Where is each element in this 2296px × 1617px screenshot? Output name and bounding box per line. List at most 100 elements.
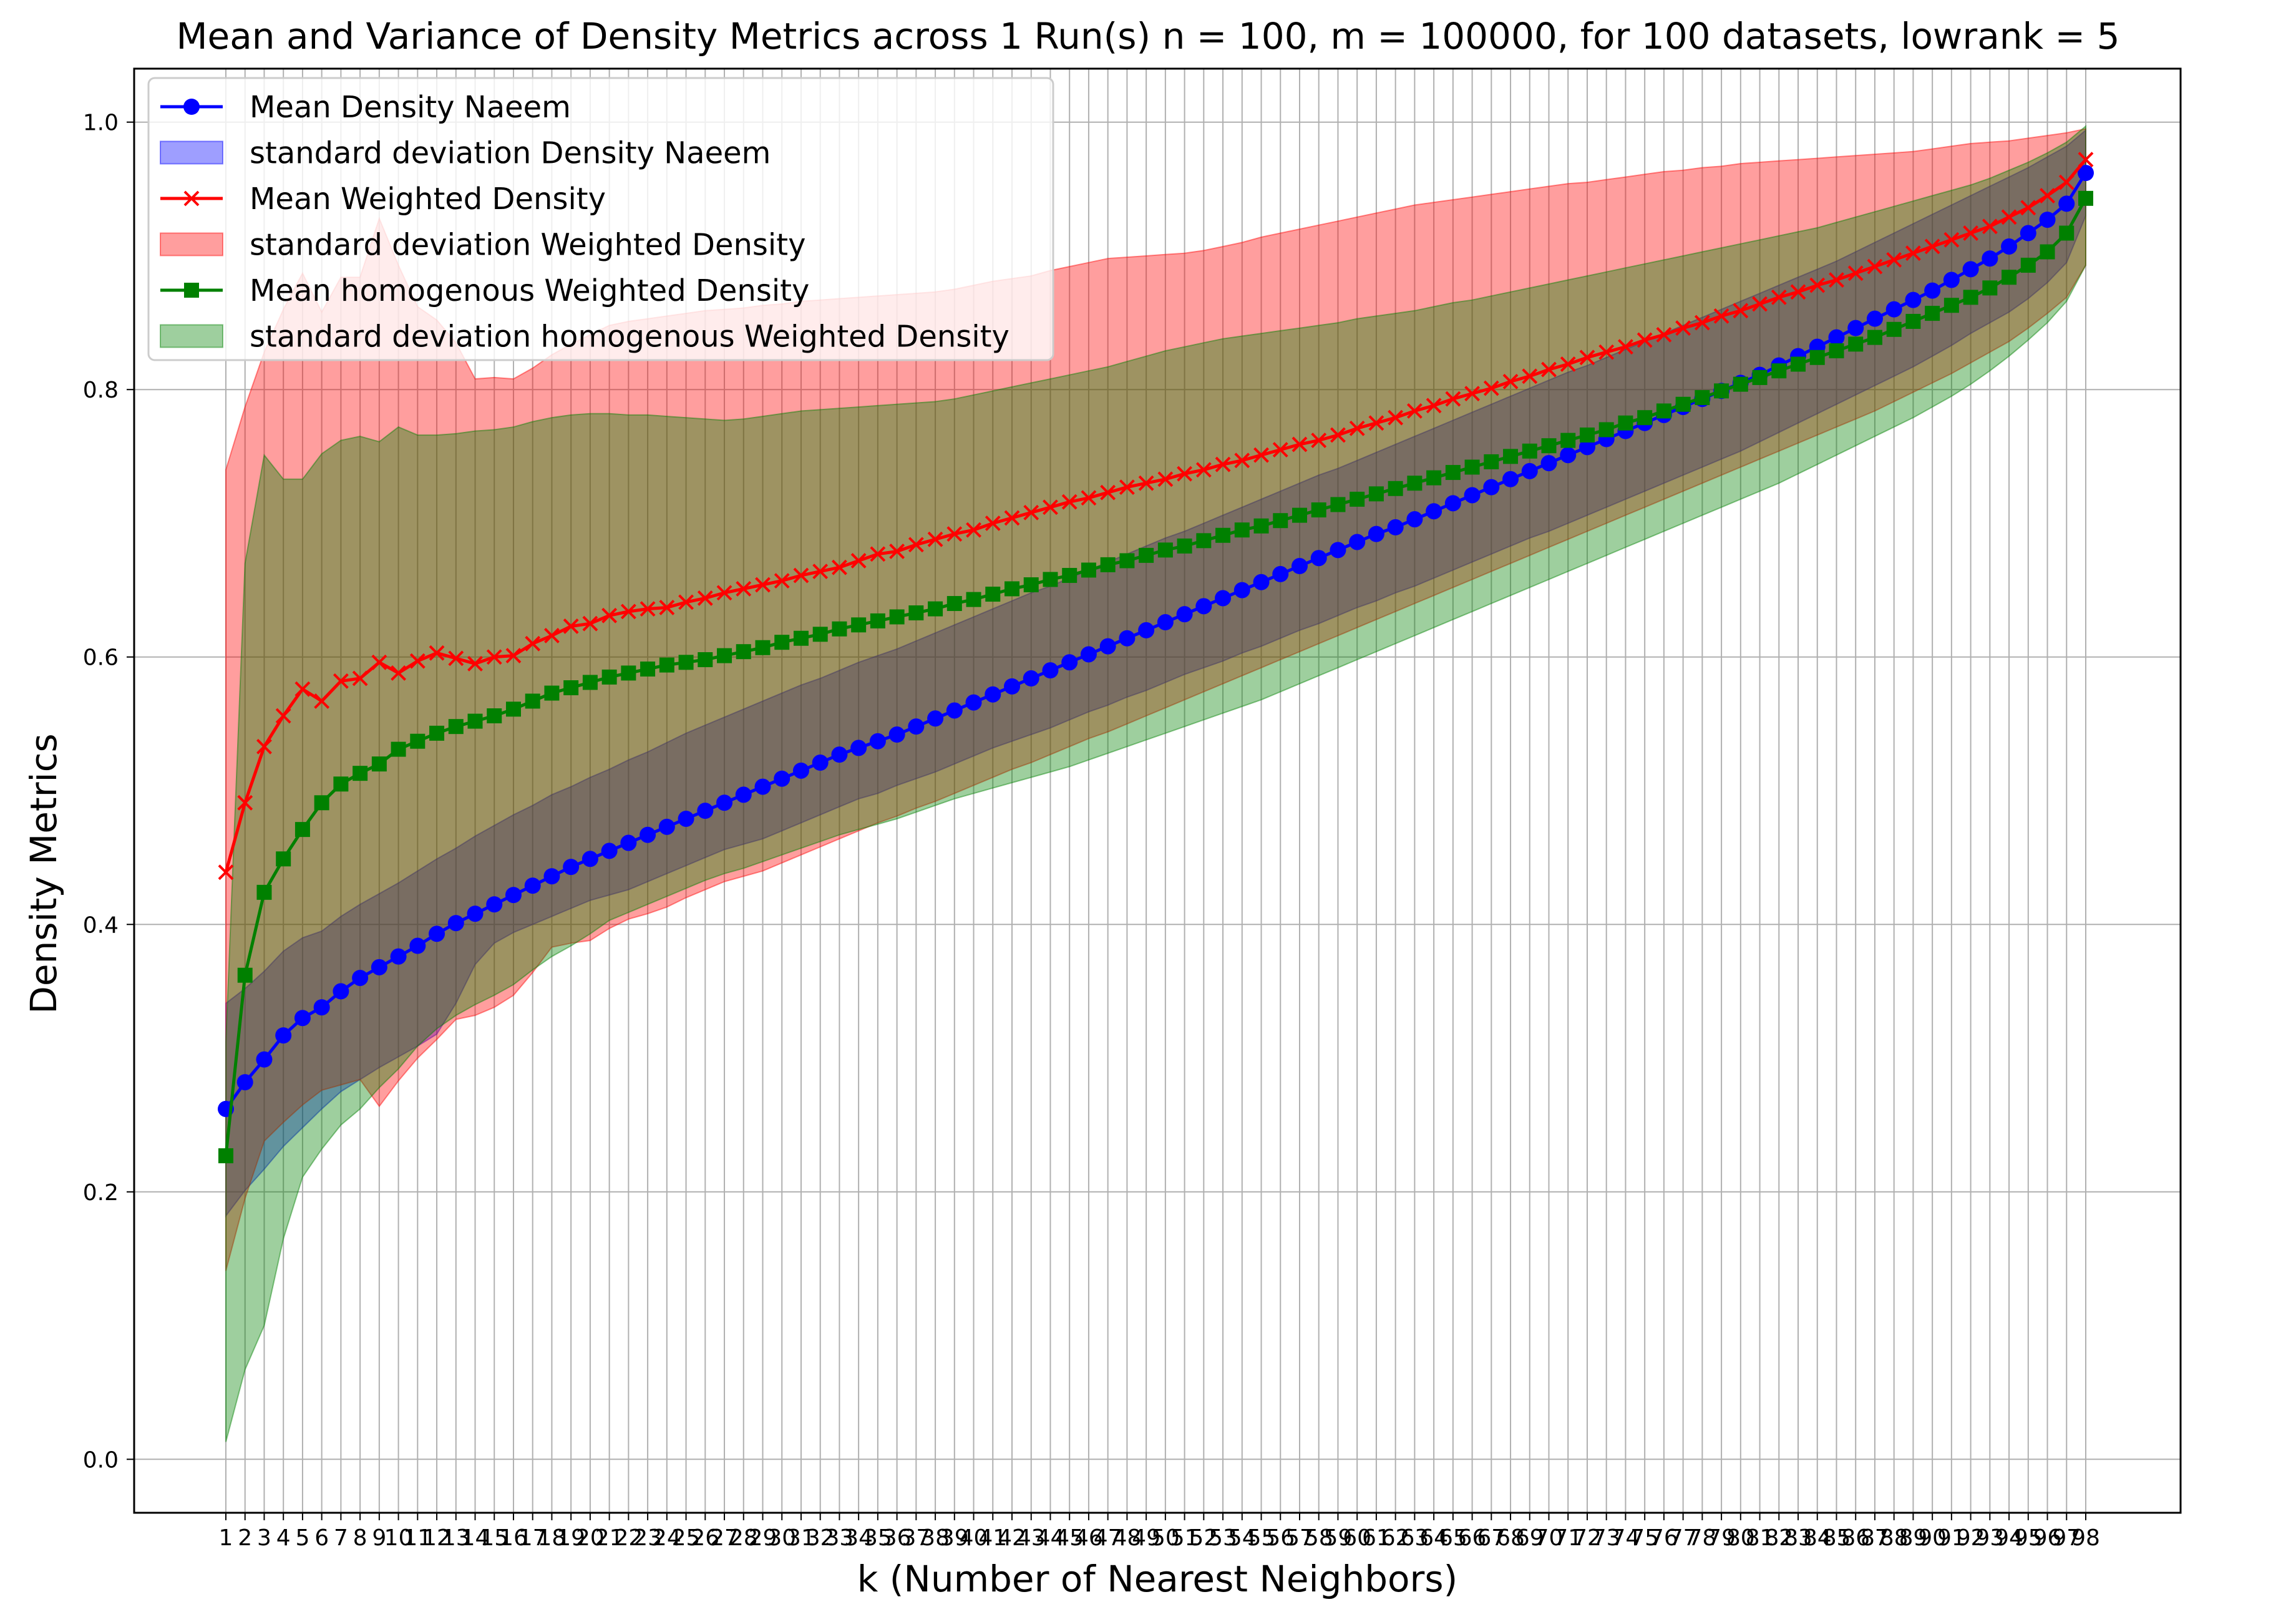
data-point bbox=[1847, 265, 1864, 281]
data-point bbox=[1177, 538, 1192, 554]
data-point bbox=[486, 649, 502, 665]
data-point bbox=[371, 756, 387, 772]
data-point bbox=[1406, 511, 1423, 528]
data-point bbox=[1982, 218, 1998, 235]
data-point bbox=[1560, 356, 1576, 372]
x-tick-label: 16 bbox=[499, 1525, 528, 1551]
data-point bbox=[467, 906, 484, 922]
data-point bbox=[1100, 484, 1116, 501]
data-point bbox=[1982, 250, 1998, 267]
data-point bbox=[563, 859, 580, 876]
x-tick-label: 92 bbox=[1957, 1525, 1985, 1551]
data-point bbox=[409, 653, 426, 669]
data-point bbox=[1925, 306, 1940, 321]
data-point bbox=[1099, 638, 1116, 655]
x-tick-label: 43 bbox=[1017, 1525, 1046, 1551]
data-point bbox=[1886, 252, 1902, 268]
data-point bbox=[754, 778, 771, 795]
data-point bbox=[1445, 391, 1461, 407]
legend-marker bbox=[184, 283, 199, 298]
x-tick-label: 26 bbox=[691, 1525, 719, 1551]
data-point bbox=[582, 615, 598, 632]
data-point bbox=[582, 675, 598, 690]
data-point bbox=[1752, 369, 1768, 385]
data-point bbox=[832, 621, 847, 637]
data-point bbox=[2001, 238, 2018, 255]
data-point bbox=[888, 726, 905, 743]
legend-label: Mean Weighted Density bbox=[250, 182, 606, 217]
x-tick-label: 70 bbox=[1535, 1525, 1564, 1551]
data-point bbox=[2078, 190, 2093, 206]
data-point bbox=[2002, 270, 2017, 285]
data-point bbox=[2058, 195, 2075, 212]
data-point bbox=[1829, 272, 1844, 288]
data-point bbox=[1426, 503, 1442, 520]
x-tick-label: 64 bbox=[1419, 1525, 1448, 1551]
data-point bbox=[1867, 330, 1882, 345]
x-tick-label: 83 bbox=[1784, 1525, 1812, 1551]
data-point bbox=[1177, 466, 1193, 482]
data-point bbox=[1847, 320, 1864, 336]
data-point bbox=[1771, 289, 1787, 305]
data-point bbox=[1368, 415, 1384, 431]
data-point bbox=[1330, 497, 1346, 512]
data-point bbox=[658, 818, 675, 835]
data-point bbox=[985, 686, 1001, 703]
data-point bbox=[1349, 534, 1366, 550]
data-point bbox=[792, 762, 809, 779]
x-tick-label: 68 bbox=[1496, 1525, 1525, 1551]
data-point bbox=[467, 713, 483, 729]
x-tick-label: 77 bbox=[1669, 1525, 1698, 1551]
data-point bbox=[1253, 574, 1270, 590]
x-tick-label: 20 bbox=[576, 1525, 605, 1551]
data-point bbox=[563, 618, 579, 634]
data-point bbox=[1043, 572, 1058, 587]
data-point bbox=[410, 733, 426, 749]
data-point bbox=[352, 969, 369, 986]
data-point bbox=[1023, 670, 1039, 687]
x-tick-label: 96 bbox=[2033, 1525, 2062, 1551]
legend-label: standard deviation homogenous Weighted D… bbox=[250, 320, 1009, 354]
data-point bbox=[774, 770, 790, 787]
x-tick-label: 29 bbox=[749, 1525, 777, 1551]
data-point bbox=[1637, 332, 1653, 348]
data-point bbox=[1560, 432, 1576, 448]
data-point bbox=[850, 553, 867, 569]
data-point bbox=[218, 1148, 233, 1163]
data-point bbox=[1578, 439, 1595, 456]
x-tick-label: 44 bbox=[1036, 1525, 1065, 1551]
data-point bbox=[812, 755, 829, 771]
data-point bbox=[218, 864, 234, 881]
data-point bbox=[467, 656, 483, 672]
data-point bbox=[1311, 432, 1327, 449]
data-point bbox=[1483, 479, 1500, 496]
data-point bbox=[1886, 321, 1902, 337]
x-tick-label: 32 bbox=[806, 1525, 835, 1551]
axis-ticks: 1 2 3 4 5 6 7 8 91011121314151617181920212223242… bbox=[83, 110, 2100, 1551]
data-point bbox=[391, 665, 407, 681]
x-tick-label: 39 bbox=[940, 1525, 969, 1551]
data-point bbox=[1540, 455, 1557, 472]
x-tick-label: 74 bbox=[1612, 1525, 1640, 1551]
data-point bbox=[2039, 212, 2056, 228]
legend-label: standard deviation Density Naeem bbox=[250, 136, 771, 171]
data-point bbox=[985, 515, 1001, 531]
data-point bbox=[353, 766, 368, 781]
data-point bbox=[850, 740, 867, 756]
data-point bbox=[1464, 386, 1480, 402]
legend-marker bbox=[183, 190, 200, 207]
data-point bbox=[314, 693, 330, 709]
x-tick-label: 30 bbox=[767, 1525, 796, 1551]
x-tick-label: 65 bbox=[1439, 1525, 1467, 1551]
data-point bbox=[429, 645, 445, 661]
data-point bbox=[1368, 525, 1384, 542]
data-point bbox=[1330, 427, 1346, 443]
data-point bbox=[812, 627, 828, 642]
data-point bbox=[1100, 557, 1116, 572]
legend-entry: Mean Weighted Density bbox=[160, 182, 606, 217]
x-tick-label: 59 bbox=[1324, 1525, 1353, 1551]
data-point bbox=[448, 650, 464, 667]
data-point bbox=[1502, 471, 1519, 487]
